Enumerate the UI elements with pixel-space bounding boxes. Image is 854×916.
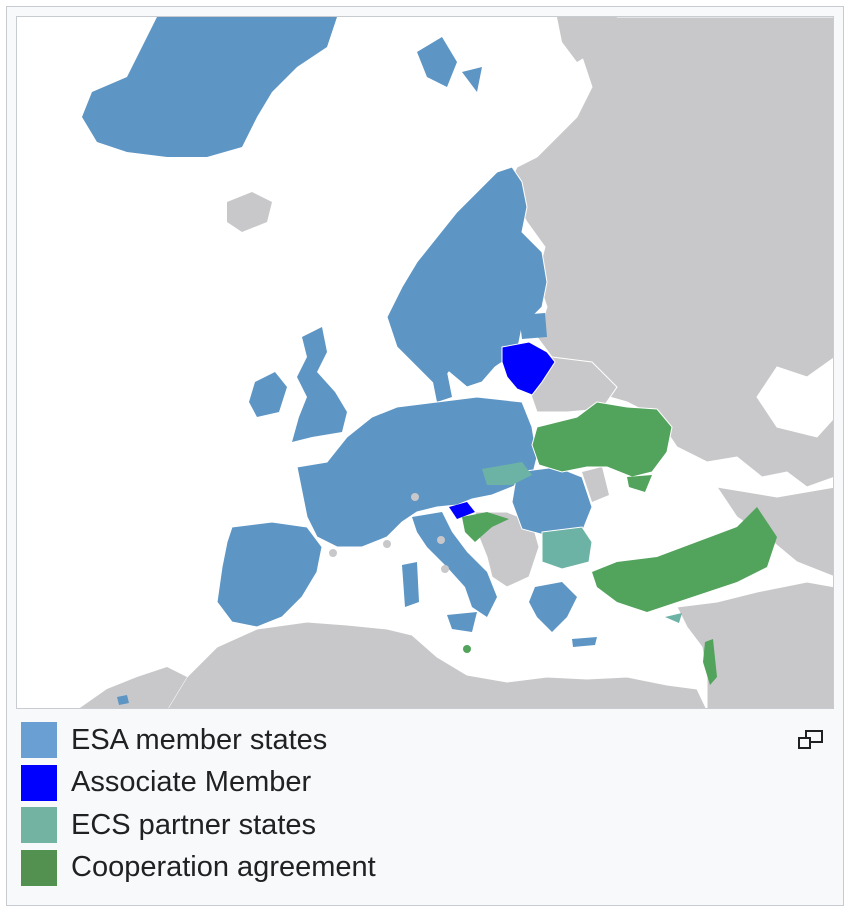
cyprus xyxy=(665,613,682,623)
malta xyxy=(463,645,471,653)
caucasus xyxy=(715,486,833,577)
legend-item-associate-member: Associate Member xyxy=(21,762,781,805)
western-europe xyxy=(296,396,538,548)
greece xyxy=(529,582,577,632)
bulgaria xyxy=(541,526,593,570)
israel xyxy=(703,639,717,685)
legend-label: ESA member states xyxy=(71,723,328,756)
microstate-dot xyxy=(411,493,419,501)
enlarge-icon[interactable] xyxy=(797,729,825,751)
turkey xyxy=(592,507,777,612)
legend-item-esa-member: ESA member states xyxy=(21,719,781,762)
europe-map[interactable] xyxy=(16,16,834,709)
legend-swatch xyxy=(21,807,57,844)
croatia xyxy=(462,512,509,542)
legend-label: Associate Member xyxy=(71,766,312,799)
microstate-dot xyxy=(437,536,445,544)
legend-item-cooperation: Cooperation agreement xyxy=(21,847,781,890)
map-svg xyxy=(17,17,833,708)
italy xyxy=(412,512,497,617)
legend-item-ecs-partner: ECS partner states xyxy=(21,804,781,847)
crete xyxy=(572,637,597,647)
svalbard xyxy=(417,37,457,87)
canaries xyxy=(117,695,129,705)
legend-label: Cooperation agreement xyxy=(71,851,376,884)
ukraine xyxy=(531,401,673,478)
sardinia xyxy=(402,562,419,607)
moldova xyxy=(582,467,609,502)
crimea xyxy=(627,475,652,492)
slovenia xyxy=(449,502,475,519)
scandinavia xyxy=(386,166,548,388)
microstate-dot xyxy=(441,565,449,573)
map-figure: ESA member states Associate Member ECS p… xyxy=(6,6,844,906)
legend-swatch xyxy=(21,849,57,886)
svalbard-2 xyxy=(462,67,482,92)
estonia xyxy=(519,313,547,339)
microstate-dot xyxy=(329,549,337,557)
map-legend: ESA member states Associate Member ECS p… xyxy=(21,719,781,889)
morocco-west xyxy=(79,667,187,708)
greenland xyxy=(82,17,337,157)
iceland xyxy=(227,192,272,232)
slovakia xyxy=(482,462,532,485)
novaya-zemlya xyxy=(557,17,617,62)
uk xyxy=(292,327,347,442)
north-africa xyxy=(167,621,707,708)
legend-swatch xyxy=(21,722,57,759)
sicily xyxy=(447,612,477,632)
microstate-dot xyxy=(383,540,391,548)
iberia xyxy=(216,521,323,628)
denmark xyxy=(432,372,452,402)
ireland xyxy=(249,372,287,417)
baltic-associate xyxy=(501,341,556,396)
legend-swatch xyxy=(21,764,57,801)
legend-label: ECS partner states xyxy=(71,808,316,841)
